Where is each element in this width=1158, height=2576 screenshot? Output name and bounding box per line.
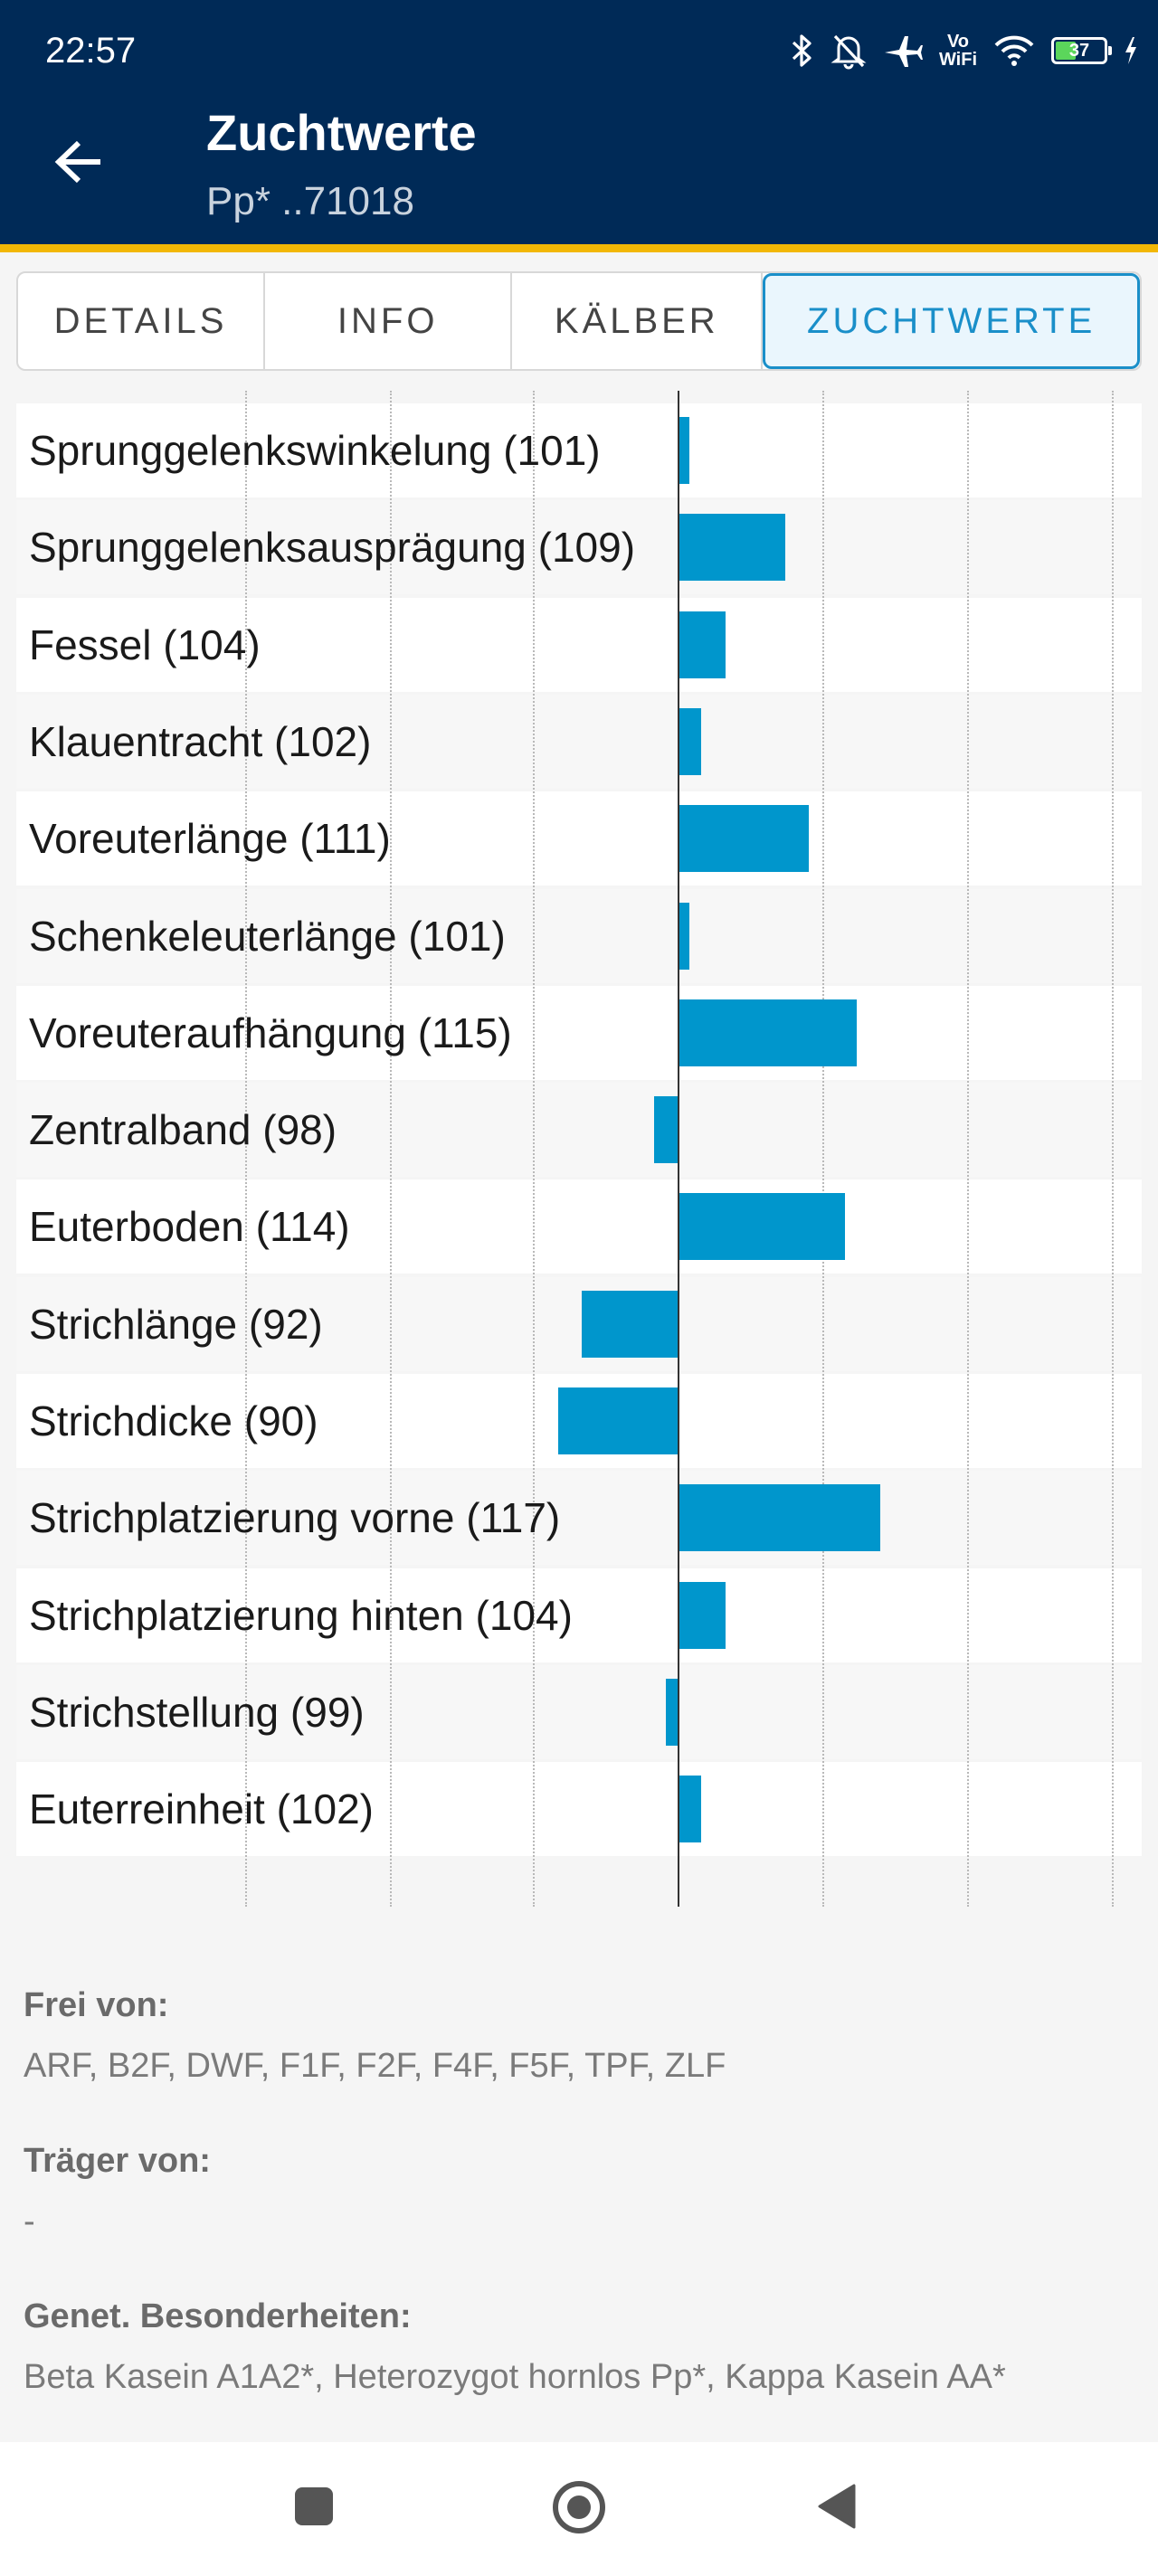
app-header: 22:57 Vo WiFi 37 Zuchtwerte Pp* ..710 — [0, 0, 1158, 244]
recents-square-icon — [293, 2486, 335, 2532]
tab-bar: DETAILS INFO KÄLBER ZUCHTWERTE — [16, 271, 1142, 371]
page-title: Zuchtwerte — [206, 104, 477, 161]
chart-row-background — [16, 1567, 1142, 1662]
chart-bar — [678, 805, 810, 873]
chart-row-background — [16, 500, 1142, 595]
page-subtitle: Pp* ..71018 — [206, 179, 414, 223]
home-button[interactable] — [550, 2480, 608, 2538]
arrow-left-icon — [53, 139, 104, 189]
chart-row-background — [16, 791, 1142, 886]
chart-category-label: Strichplatzierung hinten (104) — [29, 1591, 573, 1639]
chart-bar — [678, 514, 785, 582]
chart-gridline — [533, 391, 535, 1907]
chart-category-label: Strichplatzierung vorne (117) — [29, 1494, 561, 1542]
wifi-icon — [993, 34, 1035, 67]
chart-category-label: Euterboden (114) — [29, 1203, 350, 1251]
chart-gridline — [1112, 391, 1114, 1907]
chart-row-background — [16, 1083, 1142, 1178]
chart-category-label: Schenkeleuterlänge (101) — [29, 912, 506, 960]
tab-kaelber[interactable]: KÄLBER — [512, 273, 764, 369]
chart-category-label: Voreuteraufhängung (115) — [29, 1009, 512, 1056]
frei-von-section: Frei von: ARF, B2F, DWF, F1F, F2F, F4F, … — [24, 1986, 1109, 2090]
genet-label: Genet. Besonderheiten: — [24, 2297, 412, 2335]
chart-category-label: Strichstellung (99) — [29, 1688, 365, 1736]
header-accent-line — [0, 244, 1158, 252]
chart-row-background — [16, 888, 1142, 983]
battery-icon: 37 — [1051, 37, 1112, 64]
chart-bar — [558, 1387, 678, 1454]
traeger-von-label: Träger von: — [24, 2142, 211, 2180]
chart-bar — [678, 707, 702, 775]
frei-von-label: Frei von: — [24, 1986, 169, 2024]
chart-row-background — [16, 985, 1142, 1080]
chart-category-label: Euterreinheit (102) — [29, 1785, 374, 1833]
chart-row-background — [16, 1664, 1142, 1759]
genet-section: Genet. Besonderheiten: Beta Kasein A1A2*… — [24, 2297, 1109, 2401]
charging-icon — [1124, 37, 1138, 64]
chart-row-background — [16, 1179, 1142, 1274]
genet-value: Beta Kasein A1A2*, Heterozygot hornlos P… — [24, 2358, 1006, 2396]
chart-row-background — [16, 403, 1142, 497]
chart-category-label: Klauentracht (102) — [29, 717, 372, 765]
chart-bar — [582, 1290, 678, 1358]
chart-row-background — [16, 1276, 1142, 1371]
chart-row-background — [16, 1471, 1142, 1566]
tab-info[interactable]: INFO — [265, 273, 513, 369]
traeger-von-section: Träger von: - — [24, 2142, 1109, 2246]
vowifi-bottom-text: WiFi — [938, 50, 977, 70]
chart-bar — [678, 1484, 881, 1552]
chart-category-label: Strichdicke (90) — [29, 1397, 318, 1444]
chart-bar — [665, 1678, 678, 1746]
bell-off-icon — [831, 32, 867, 70]
chart-bar — [653, 1096, 678, 1164]
chart-gridline — [390, 391, 392, 1907]
vowifi-icon: Vo WiFi — [939, 33, 977, 69]
chart-category-label: Voreuterlänge (111) — [29, 815, 391, 863]
chart-category-label: Fessel (104) — [29, 620, 261, 668]
system-nav-bar — [0, 2442, 1158, 2576]
tab-zuchtwerte[interactable]: ZUCHTWERTE — [763, 273, 1140, 369]
chart-category-label: Zentralband (98) — [29, 1106, 337, 1154]
recents-button[interactable] — [291, 2486, 337, 2531]
traeger-von-value: - — [24, 2202, 35, 2240]
chart-category-label: Sprunggelenksausprägung (109) — [29, 524, 636, 572]
chart-bar — [678, 1193, 845, 1261]
chart-bar — [678, 417, 690, 484]
home-circle-icon — [551, 2479, 607, 2540]
chart-bar — [678, 999, 857, 1066]
chart-row-background — [16, 694, 1142, 789]
chart-category-label: Sprunggelenkswinkelung (101) — [29, 427, 601, 474]
chart-bar — [678, 611, 726, 678]
chart-baseline-axis — [678, 391, 679, 1907]
back-button[interactable] — [47, 132, 110, 195]
chart-gridline — [967, 391, 969, 1907]
chart-category-label: Strichlänge (92) — [29, 1300, 323, 1348]
back-triangle-icon — [814, 2482, 859, 2535]
vowifi-top-text: Vo — [946, 32, 970, 52]
chart-row-background — [16, 1762, 1142, 1857]
chart-bar — [678, 1776, 702, 1843]
status-icons: Vo WiFi 37 — [791, 27, 1138, 74]
bluetooth-icon — [791, 33, 814, 69]
chart-row-background — [16, 597, 1142, 692]
chart-gridline — [245, 391, 247, 1907]
chart-bar — [678, 1581, 726, 1649]
chart-bar — [678, 902, 690, 970]
frei-von-value: ARF, B2F, DWF, F1F, F2F, F4F, F5F, TPF, … — [24, 2047, 726, 2085]
status-time: 22:57 — [45, 31, 137, 71]
nav-back-button[interactable] — [812, 2484, 861, 2533]
battery-level: 37 — [1068, 40, 1090, 61]
airplane-icon — [883, 33, 923, 69]
chart-gridline — [822, 391, 824, 1907]
tab-details[interactable]: DETAILS — [18, 273, 266, 369]
